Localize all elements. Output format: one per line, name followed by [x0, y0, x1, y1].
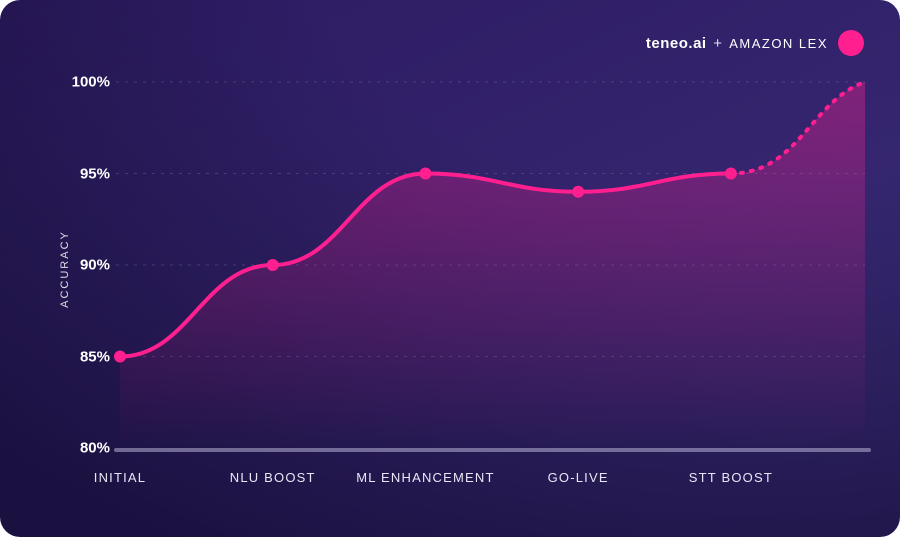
plot-svg — [0, 0, 900, 537]
accuracy-line-chart: teneo.ai + AMAZON LEX ACCURACY 80% 85% 9… — [0, 0, 900, 537]
